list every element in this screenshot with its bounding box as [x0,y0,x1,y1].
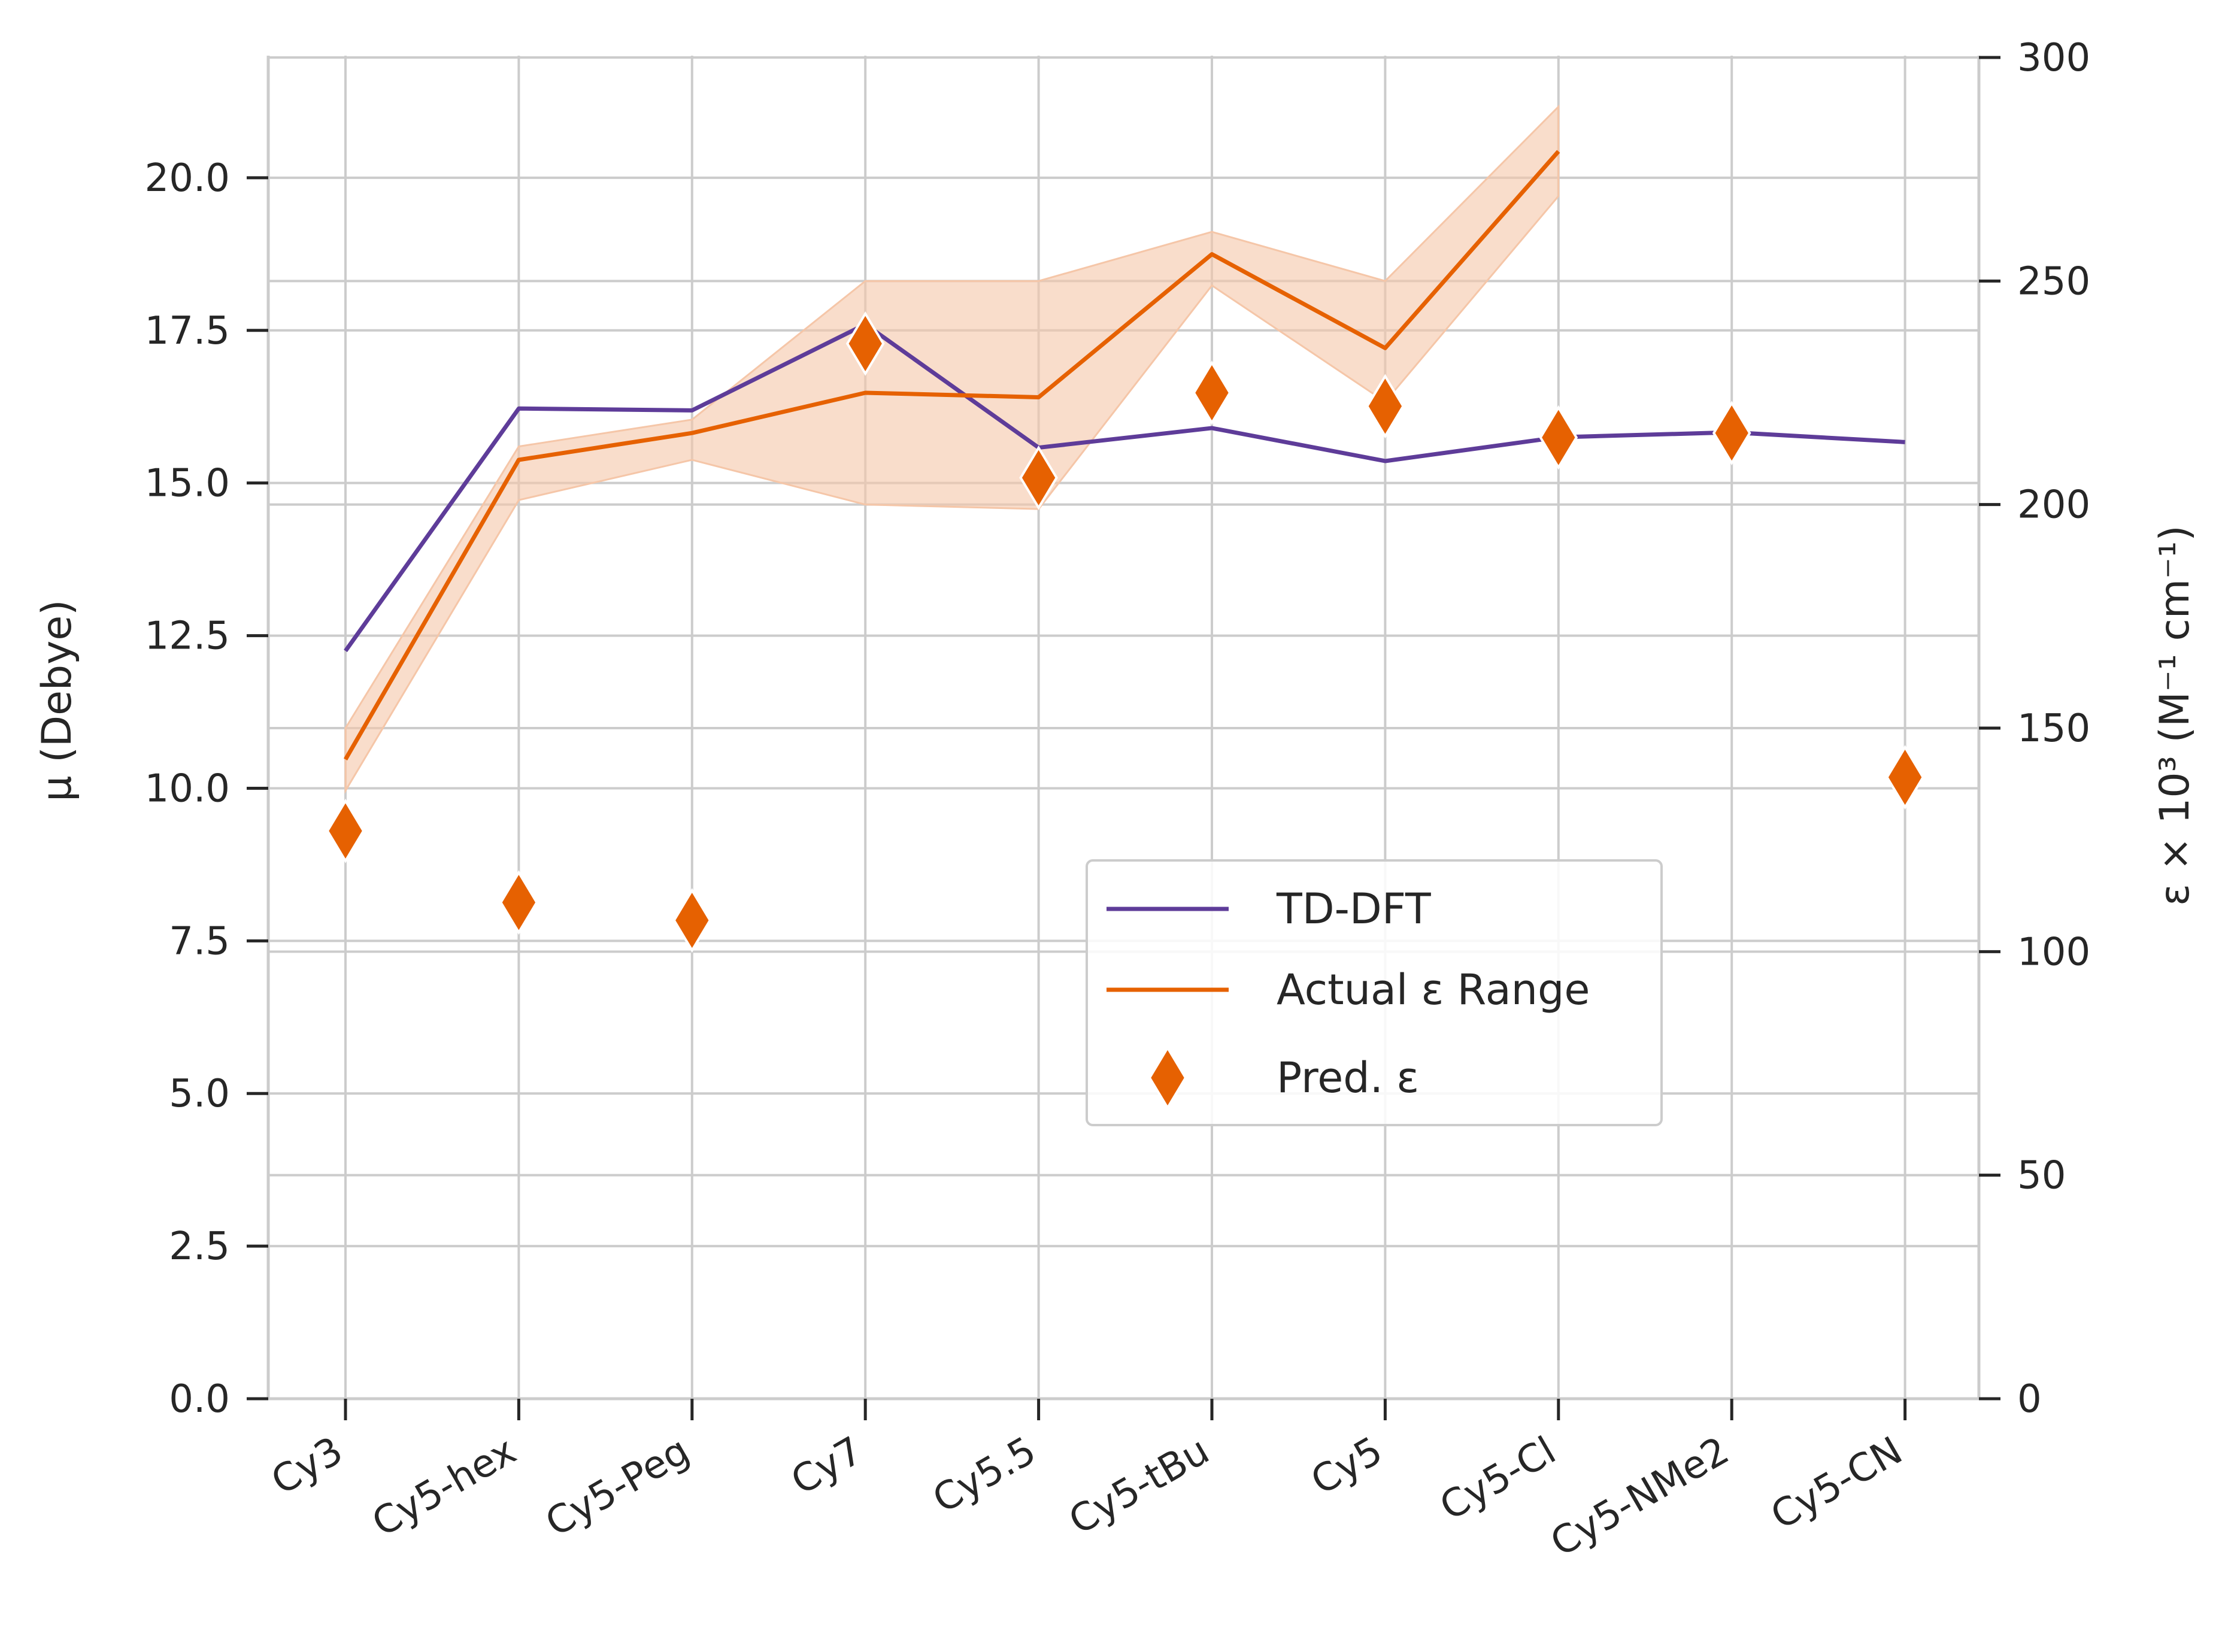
pred-markers [326,311,1924,953]
pred-marker [1192,360,1232,425]
left-axis-label: μ (Debye) [34,599,81,801]
left-tick-label: 12.5 [145,614,231,659]
legend-actual-label: Actual ε Range [1277,965,1590,1014]
pred-marker [1886,745,1924,810]
td-dft-line [344,322,1905,653]
pred-marker [1366,374,1405,439]
right-tick-label: 150 [2017,707,2090,751]
right-tick-label: 100 [2017,930,2090,974]
left-tick-label: 0.0 [169,1377,230,1421]
pred-marker [1712,401,1751,466]
actual-range-line [343,150,1560,761]
left-tick-label: 7.5 [169,919,230,963]
legend: TD-DFT Actual ε Range Pred. ε [1086,859,1663,1126]
legend-pred-marker [1148,1045,1187,1110]
series-lines [343,150,1905,761]
right-axis: 0 50 100 150 200 250 300 [1979,36,2090,1421]
pred-marker [1539,405,1578,470]
right-tick-label: 300 [2017,36,2090,80]
pred-marker [672,888,712,953]
left-tick-label: 2.5 [169,1224,230,1269]
pred-marker [326,798,365,863]
right-tick-label: 50 [2017,1154,2066,1198]
right-tick-label: 250 [2017,259,2090,304]
pred-marker [845,311,885,376]
left-tick-label: 10.0 [145,766,231,811]
right-tick-label: 200 [2017,483,2090,528]
left-tick-label: 15.0 [145,462,231,506]
right-tick-label: 0 [2017,1377,2042,1421]
left-tick-label: 17.5 [145,309,231,353]
left-axis: 0.0 2.5 5.0 7.5 10.0 12.5 15.0 17.5 20.0 [145,156,268,1421]
legend-tddft-label: TD-DFT [1276,884,1431,933]
left-tick-label: 5.0 [169,1072,230,1116]
left-tick-label: 20.0 [145,156,231,201]
pred-marker [499,870,538,935]
legend-box [1086,859,1663,1126]
right-axis-label: ε × 10³ (M⁻¹ cm⁻¹) [2151,525,2199,906]
pred-marker [1019,445,1058,510]
legend-pred-label: Pred. ε [1277,1053,1419,1102]
